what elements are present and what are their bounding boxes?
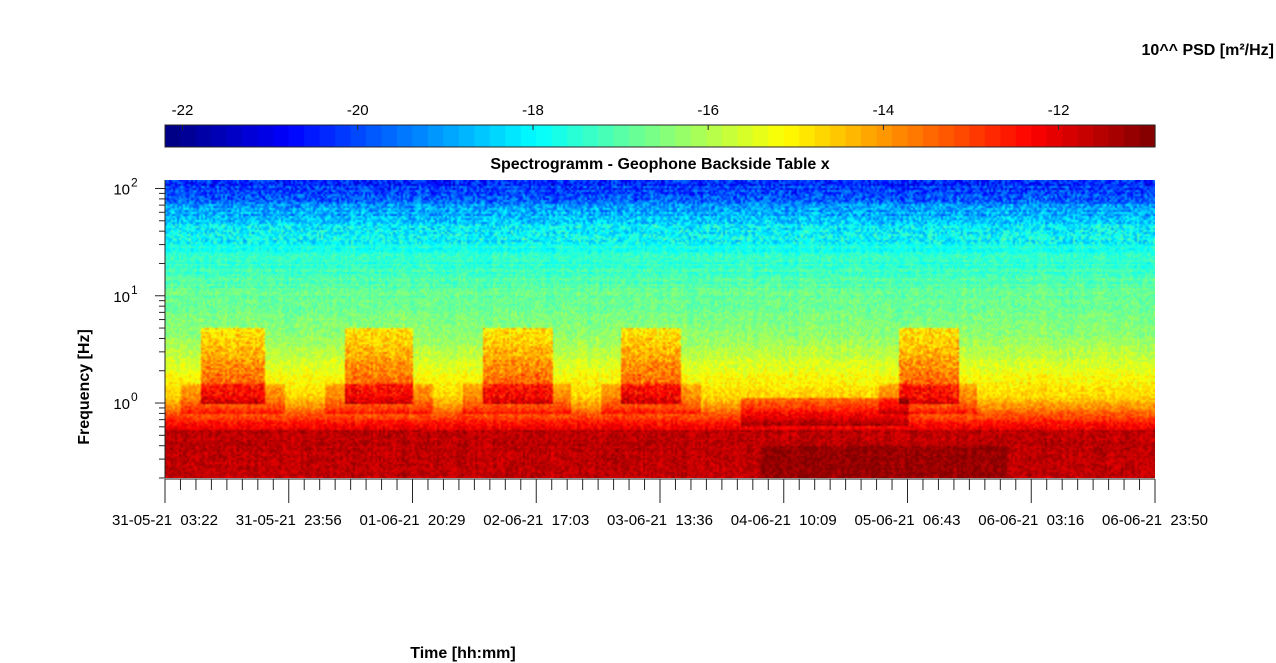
colorbar-segment	[1031, 125, 1048, 147]
colorbar-segment	[304, 125, 321, 147]
x-tick-label: 04-06-21 10:09	[731, 512, 837, 529]
colorbar-segment	[505, 125, 522, 147]
colorbar-segment	[319, 125, 336, 147]
x-tick-label: 05-06-21 06:43	[855, 512, 961, 529]
colorbar-segment	[814, 125, 831, 147]
colorbar-segment	[226, 125, 243, 147]
colorbar-segment	[1093, 125, 1110, 147]
colorbar-segment	[892, 125, 909, 147]
y-tick-exponent: 2	[131, 175, 138, 189]
colorbar-tick-label: -20	[347, 102, 369, 119]
x-tick-label: 06-06-21 23:50	[1102, 512, 1208, 529]
colorbar-segment	[551, 125, 568, 147]
colorbar-segment	[768, 125, 785, 147]
colorbar-segment	[969, 125, 986, 147]
colorbar-segment	[257, 125, 274, 147]
colorbar-segment	[613, 125, 630, 147]
colorbar-segment	[180, 125, 197, 147]
colorbar-label: 10^^ PSD [m²/Hz]	[1142, 42, 1274, 59]
colorbar-segment	[242, 125, 259, 147]
colorbar-segment	[861, 125, 878, 147]
colorbar-segment	[845, 125, 862, 147]
colorbar-segment	[799, 125, 816, 147]
colorbar-segment	[1015, 125, 1032, 147]
x-tick-label: 06-06-21 03:16	[978, 512, 1084, 529]
x-axis: 31-05-21 03:22 31-05-21 23:56 01-06-21 20:…	[112, 478, 1208, 529]
spectrogram-image	[165, 180, 1155, 478]
colorbar-tick-label: -16	[697, 102, 719, 119]
colorbar-segment	[675, 125, 692, 147]
colorbar-segment	[489, 125, 506, 147]
colorbar-segment	[737, 125, 754, 147]
colorbar-segment	[397, 125, 414, 147]
colorbar-segment	[536, 125, 553, 147]
colorbar-segment	[938, 125, 955, 147]
colorbar-segment	[922, 125, 940, 147]
colorbar-segment	[412, 125, 429, 147]
y-tick-exponent: 0	[131, 390, 138, 404]
colorbar-tick-label: -14	[873, 102, 895, 119]
colorbar	[164, 124, 1156, 148]
colorbar-segment	[1062, 125, 1079, 147]
colorbar-segment	[706, 125, 723, 147]
colorbar-segment	[366, 125, 383, 147]
chart-title: Spectrogramm - Geophone Backside Table x	[490, 156, 829, 173]
colorbar-segment	[211, 125, 228, 147]
colorbar-segment	[598, 125, 615, 147]
x-tick-label: 03-06-21 13:36	[607, 512, 713, 529]
x-tick-label: 31-05-21 03:22	[112, 512, 218, 529]
colorbar-segment	[350, 125, 367, 147]
x-axis-label: Time [hh:mm]	[410, 645, 515, 662]
x-tick-label: 01-06-21 20:29	[360, 512, 466, 529]
colorbar-segment	[567, 125, 584, 147]
colorbar-segment	[273, 125, 290, 147]
colorbar-segment	[953, 125, 970, 147]
colorbar-segment	[1077, 125, 1094, 147]
colorbar-segment	[443, 125, 460, 147]
colorbar-segment	[1000, 125, 1017, 147]
colorbar-segment	[783, 125, 800, 147]
colorbar-segment	[644, 125, 661, 147]
colorbar-tick-label: -22	[172, 102, 194, 119]
colorbar-segment	[458, 125, 475, 147]
colorbar-segment	[474, 125, 491, 147]
y-tick-label: 10	[113, 181, 130, 198]
colorbar-tick-label: -18	[522, 102, 544, 119]
y-tick-label: 10	[113, 396, 130, 413]
colorbar-segment	[335, 125, 352, 147]
colorbar-segment	[1124, 125, 1141, 147]
x-tick-label: 31-05-21 23:56	[236, 512, 342, 529]
colorbar-segment	[721, 125, 738, 147]
colorbar-segment	[288, 125, 305, 147]
colorbar-segment	[427, 125, 445, 147]
colorbar-segment	[984, 125, 1001, 147]
colorbar-segment	[907, 125, 924, 147]
colorbar-frame	[164, 124, 1156, 148]
colorbar-segment	[629, 125, 646, 147]
colorbar-segment	[1139, 125, 1156, 147]
colorbar-tick-label: -12	[1048, 102, 1070, 119]
y-tick-exponent: 1	[131, 283, 138, 297]
colorbar-segment	[195, 125, 213, 147]
colorbar-segment	[582, 125, 599, 147]
colorbar-segment	[660, 125, 677, 147]
colorbar-segment	[876, 125, 893, 147]
colorbar-segment	[830, 125, 847, 147]
colorbar-segment	[1046, 125, 1063, 147]
colorbar-segment	[690, 125, 708, 147]
y-tick-label: 10	[113, 289, 130, 306]
colorbar-segment	[752, 125, 769, 147]
colorbar-segment	[381, 125, 398, 147]
colorbar-segment	[1108, 125, 1125, 147]
colorbar-segment	[165, 125, 182, 147]
colorbar-segment	[520, 125, 537, 147]
colorbar-ticks: -22 -20 -18 -16 -14 -12	[172, 102, 1070, 130]
plot-area	[165, 180, 1155, 478]
x-tick-label: 02-06-21 17:03	[483, 512, 589, 529]
y-axis-label: Frequency [Hz]	[76, 329, 93, 445]
